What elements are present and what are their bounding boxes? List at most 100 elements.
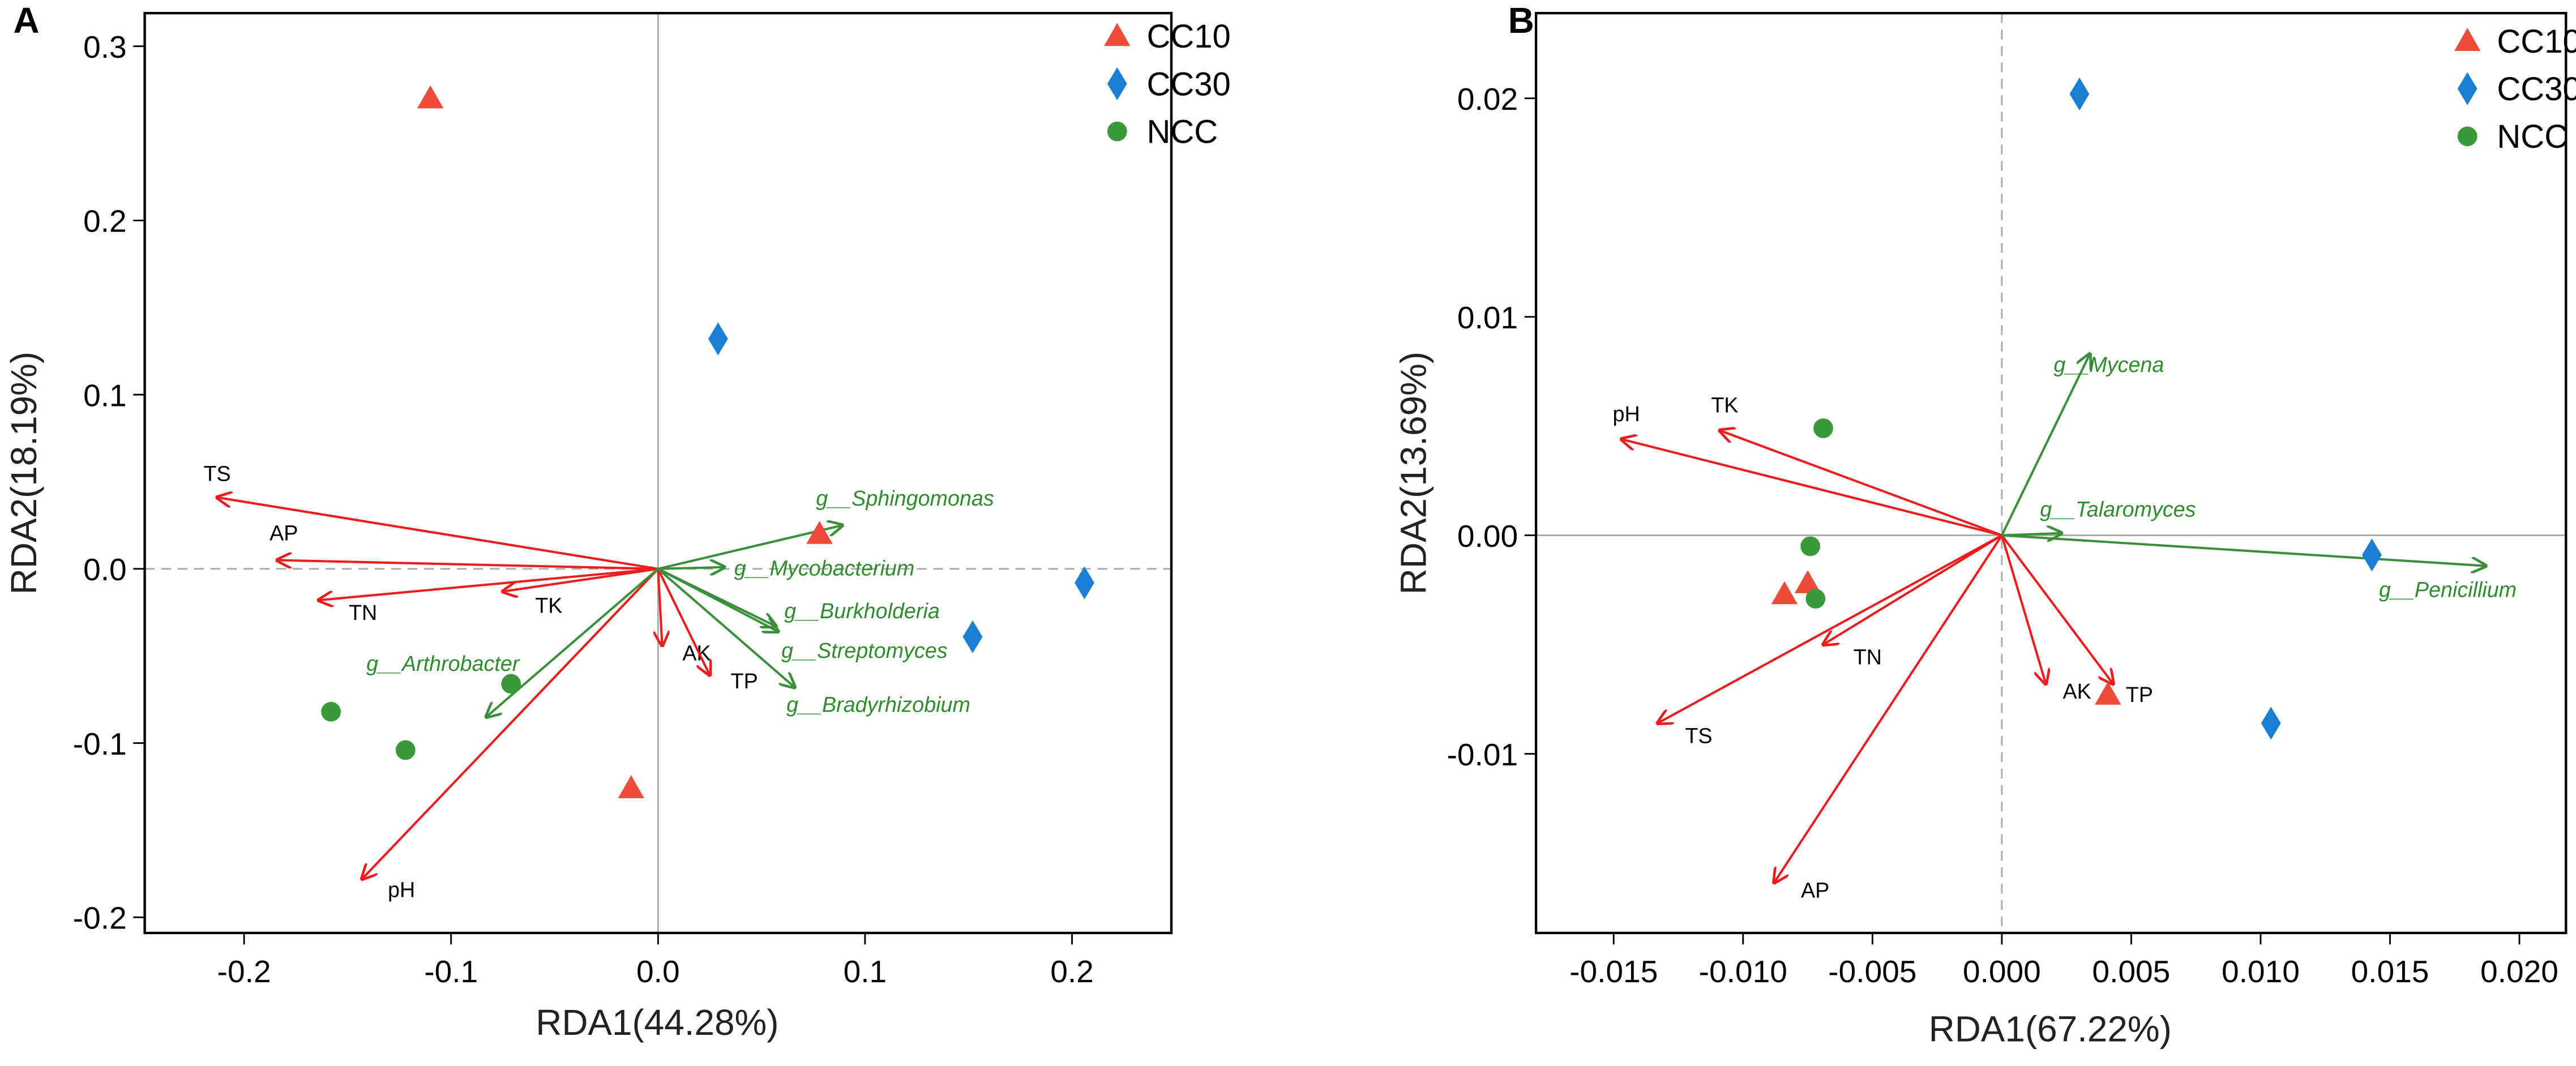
env-arrow-AK: [2000, 535, 2046, 684]
env-arrow-TP: [657, 568, 709, 675]
x-axis-label: RDA1(67.22%): [1929, 1008, 2172, 1049]
species-arrow-label: g__Mycena: [2053, 353, 2164, 376]
y-tick-label: 0.00: [1457, 519, 1518, 554]
x-tick-label: -0.2: [217, 954, 271, 989]
env-arrow-TK: [1720, 430, 2002, 537]
point-CC10: [806, 521, 833, 544]
y-tick-label: 0.01: [1457, 300, 1518, 335]
species-arrow-label: g__Sphingomonas: [816, 486, 994, 510]
legend-marker-NCC: [1107, 121, 1127, 142]
species-arrow: [657, 525, 842, 570]
y-tick-label: 0.2: [83, 204, 127, 239]
legend-label: NCC: [1146, 113, 1218, 150]
legend: CC10 CC30 NCC: [2454, 23, 2576, 155]
x-tick-label: -0.010: [1699, 954, 1787, 989]
legend-marker-NCC: [2457, 126, 2477, 147]
x-tick-label: 0.015: [2351, 954, 2429, 989]
x-tick-label: -0.015: [1569, 954, 1658, 989]
env-arrow-label: AP: [269, 521, 298, 545]
legend-marker-CC10: [1104, 23, 1131, 46]
point-NCC: [501, 674, 521, 694]
env-arrow-label: AK: [682, 641, 711, 665]
env-arrow-TP: [2001, 534, 2113, 684]
y-tick-label: 0.3: [83, 29, 127, 65]
env-arrow-TN: [1823, 534, 2002, 645]
env-arrow-TS: [1658, 534, 2002, 723]
legend: CC10 CC30 NCC: [1104, 18, 1231, 150]
env-arrow-pH: [1621, 439, 2002, 537]
species-arrow: [2001, 534, 2486, 566]
point-CC30: [2069, 77, 2090, 111]
env-arrow-TN: [319, 567, 658, 600]
point-CC30: [2261, 707, 2281, 740]
point-CC10: [1794, 570, 1821, 593]
point-NCC: [321, 701, 341, 722]
species-arrow-label: g__Arthrobacter: [366, 652, 520, 675]
point-CC10: [417, 85, 444, 109]
panel-B: -0.015 -0.010 -0.005 0.000 0.005 0.010 0.015 0.…: [1393, 0, 2576, 1049]
species-arrow-label: g__Talaromyces: [2040, 498, 2196, 521]
x-tick-label: -0.1: [424, 954, 478, 989]
env-arrow-AP: [1774, 534, 2003, 883]
env-arrow-label: TS: [204, 462, 231, 486]
y-tick-label: 0.02: [1457, 82, 1518, 117]
legend-label: NCC: [2497, 118, 2568, 155]
x-tick-label: 0.000: [1963, 954, 2041, 989]
point-NCC: [1800, 536, 1821, 556]
env-arrow-pH: [362, 568, 659, 879]
env-arrow-label: pH: [1613, 402, 1640, 426]
species-arrow: [657, 568, 794, 687]
point-CC30: [1075, 566, 1094, 600]
species-arrow-label: g__Bradyrhizobium: [786, 693, 970, 717]
x-tick-label: 0.005: [2092, 954, 2170, 989]
legend-label: CC30: [1146, 66, 1230, 102]
plot-frame: [1534, 12, 2568, 935]
legend-label: CC10: [1146, 18, 1230, 55]
x-tick-label: -0.005: [1828, 954, 1916, 989]
species-arrow: [658, 567, 724, 569]
env-arrow-label: TP: [731, 669, 758, 693]
x-axis-label: RDA1(44.28%): [536, 1002, 778, 1043]
x-tick-label: 0.2: [1050, 954, 1094, 989]
env-arrow-TS: [217, 498, 658, 570]
env-arrow-label: TK: [1711, 393, 1738, 417]
point-CC30: [708, 322, 728, 356]
point-CC30: [2362, 538, 2382, 572]
env-arrow-label: TP: [2126, 683, 2153, 707]
legend-marker-CC10: [2454, 28, 2481, 51]
env-arrow-label: pH: [388, 878, 415, 902]
panel-label: B: [1508, 0, 1534, 41]
legend-marker-CC30: [2457, 72, 2477, 105]
point-CC10: [618, 775, 645, 798]
species-arrow-label: g__Mycobacterium: [734, 556, 915, 580]
env-arrow-label: TK: [535, 594, 562, 618]
point-NCC: [1805, 589, 1826, 609]
point-CC10: [2095, 682, 2121, 705]
y-tick-label: -0.2: [73, 901, 127, 936]
env-arrow-TK: [503, 567, 658, 592]
y-tick-label: -0.1: [73, 726, 127, 761]
env-arrow-AP: [277, 560, 658, 570]
y-axis-label: RDA2(18.19%): [3, 352, 44, 594]
panel-label: A: [14, 0, 40, 41]
x-tick-label: 0.1: [844, 954, 887, 989]
species-arrow-label: g__Streptomyces: [781, 639, 948, 662]
point-NCC: [1813, 418, 1833, 438]
point-NCC: [395, 740, 416, 760]
legend-label: CC10: [2497, 23, 2576, 60]
point-CC10: [1771, 581, 1798, 605]
panel-A: -0.2 -0.1 0.0 0.1 0.2 -0.2 -0.1 0.0 0.1 0.2 0.3 RDA…: [3, 0, 1231, 1043]
point-CC30: [962, 620, 983, 653]
x-tick-label: 0.0: [636, 954, 680, 989]
env-arrow-label: AK: [2063, 679, 2091, 703]
y-tick-label: -0.01: [1447, 737, 1518, 772]
species-arrow-label: g__Burkholderia: [784, 599, 940, 623]
env-arrow-AK: [658, 568, 662, 645]
x-tick-label: 0.020: [2480, 954, 2558, 989]
y-tick-label: 0.1: [83, 378, 127, 413]
env-arrow-label: AP: [1801, 878, 1829, 902]
x-tick-label: 0.010: [2222, 954, 2300, 989]
env-arrow-label: TN: [349, 601, 377, 624]
env-arrow-label: TN: [1854, 645, 1882, 669]
